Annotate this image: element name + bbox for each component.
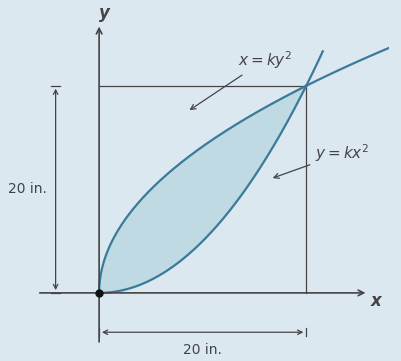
Text: x: x — [369, 292, 380, 310]
Text: $y = kx^2$: $y = kx^2$ — [273, 142, 369, 178]
Text: 20 in.: 20 in. — [8, 182, 47, 196]
Text: $x = ky^2$: $x = ky^2$ — [190, 49, 291, 109]
Polygon shape — [99, 86, 306, 293]
Text: y: y — [99, 4, 109, 22]
Text: 20 in.: 20 in. — [183, 343, 221, 357]
